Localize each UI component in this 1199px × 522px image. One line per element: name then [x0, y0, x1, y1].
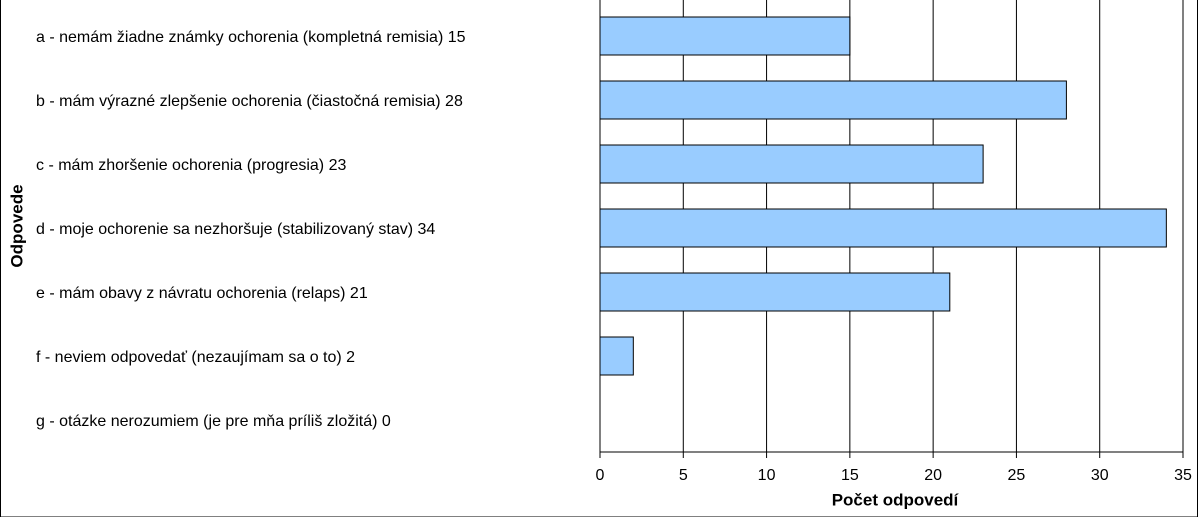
bar — [599, 16, 851, 56]
y-tick-label: b - mám výrazné zlepšenie ochorenia (čia… — [36, 93, 463, 110]
x-tick-label: 5 — [679, 467, 688, 484]
y-tick-label: a - nemám žiadne známky ochorenia (kompl… — [36, 29, 466, 46]
y-tick-label: e - mám obavy z návratu ochorenia (relap… — [36, 285, 368, 302]
x-tick-label: 30 — [1091, 467, 1109, 484]
y-axis-title: Odpovede — [7, 184, 26, 267]
x-tick-label: 25 — [1008, 467, 1026, 484]
bar — [599, 272, 951, 312]
x-tick-label: 15 — [841, 467, 859, 484]
bar — [599, 208, 1167, 248]
x-tick-label: 35 — [1174, 467, 1192, 484]
y-tick-label: f - neviem odpovedať (nezaujímam sa o to… — [36, 349, 355, 366]
x-tick-label: 20 — [924, 467, 942, 484]
y-tick-label: c - mám zhoršenie ochorenia (progresia) … — [36, 157, 346, 174]
y-tick-label: d - moje ochorenie sa nezhoršuje (stabil… — [36, 221, 435, 238]
x-tick-label: 10 — [758, 467, 776, 484]
bar — [599, 144, 984, 184]
y-tick-label: g - otázke nerozumiem (je pre mňa príliš… — [36, 413, 391, 430]
x-tick-label: 0 — [596, 467, 605, 484]
bar — [599, 336, 634, 376]
bar — [599, 80, 1067, 120]
x-axis-title: Počet odpovedí — [832, 490, 960, 509]
